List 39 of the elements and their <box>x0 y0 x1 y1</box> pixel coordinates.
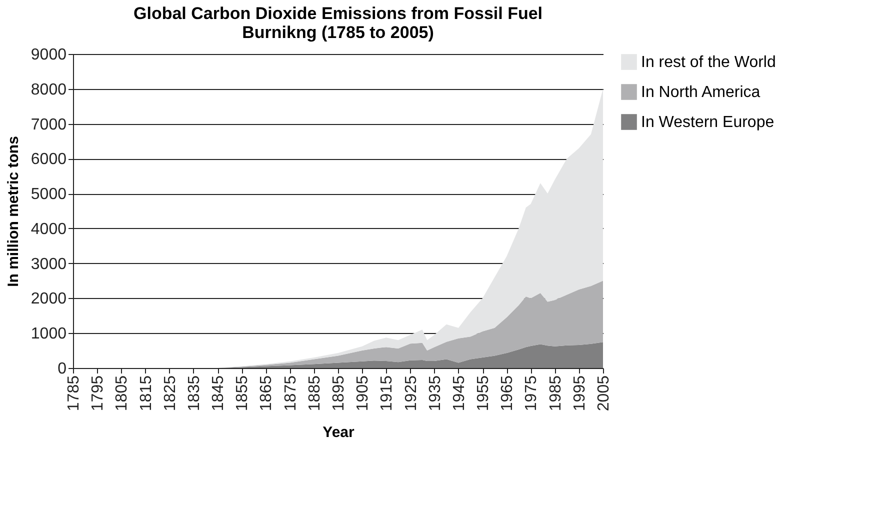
y-tick-label: 7000 <box>30 116 67 134</box>
y-tick-label: 0 <box>58 360 67 378</box>
x-tick-label: 1875 <box>282 375 300 412</box>
x-tick-label: 1835 <box>186 375 203 412</box>
x-tick-label: 1965 <box>499 375 516 412</box>
x-tick-label: 1995 <box>571 375 588 412</box>
y-axis-title: In million metric tons <box>4 136 22 287</box>
x-tick-label: 1915 <box>378 375 396 412</box>
y-tick-label: 6000 <box>30 151 67 168</box>
x-tick-label: 1975 <box>523 375 540 412</box>
x-tick-label: 1885 <box>306 375 324 412</box>
x-tick-label: 1785 <box>66 375 82 412</box>
y-tick-label: 3000 <box>30 256 67 273</box>
x-tick-label: 1955 <box>475 375 492 412</box>
y-tick-label: 8000 <box>30 81 67 98</box>
x-tick-label: 2005 <box>596 375 612 412</box>
x-tick-label: 1895 <box>330 375 348 412</box>
x-tick-label: 1865 <box>258 375 276 412</box>
y-tick-label: 5000 <box>30 186 67 204</box>
y-tick-label: 9000 <box>30 46 67 64</box>
legend-label: In rest of the World <box>641 54 776 71</box>
legend-label: In Western Europe <box>641 114 774 131</box>
x-tick-label: 1825 <box>162 375 179 412</box>
x-axis-title: Year <box>322 424 355 442</box>
x-tick-label: 1805 <box>114 375 131 412</box>
y-tick-label: 2000 <box>30 290 67 308</box>
x-tick-label: 1855 <box>234 375 252 412</box>
x-tick-label: 1985 <box>547 375 564 412</box>
y-tick-label: 4000 <box>30 220 67 238</box>
x-tick-label: 1945 <box>450 375 468 412</box>
x-tick-label: 1905 <box>354 375 372 412</box>
x-tick-label: 1845 <box>210 375 228 412</box>
x-tick-label: 1795 <box>90 375 107 412</box>
chart-title: Global Carbon Dioxide Emissions from Fossil Fuel Burnikng (1785 to 2005) <box>133 4 543 42</box>
y-tick-label: 1000 <box>30 326 67 343</box>
x-tick-label: 1935 <box>426 375 444 412</box>
x-tick-label: 1815 <box>138 375 155 412</box>
x-tick-label: 1925 <box>402 375 420 412</box>
legend-label: In North America <box>641 84 760 101</box>
